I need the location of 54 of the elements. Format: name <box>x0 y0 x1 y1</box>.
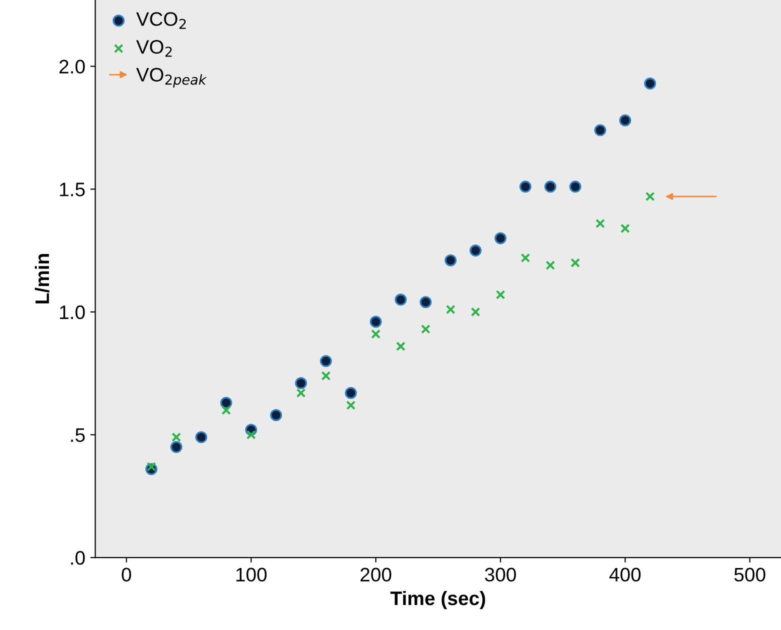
annotation: VO$_{2peak}$ <box>136 68 207 88</box>
x-tick-label: 400 <box>609 568 641 582</box>
point <box>569 180 582 193</box>
point <box>220 396 232 409</box>
point <box>420 324 430 334</box>
point <box>371 329 381 339</box>
point <box>544 180 556 193</box>
y-tick-label: 2.0 <box>60 60 85 74</box>
x-axis-title: Time (sec) <box>390 590 486 610</box>
point <box>321 371 331 381</box>
point <box>172 432 182 442</box>
x-tick-label: 300 <box>485 568 516 582</box>
legend-label: VO$_{2}$ <box>136 40 172 57</box>
point <box>270 409 282 422</box>
point <box>619 114 632 126</box>
x-tick-label: 0 <box>122 568 132 582</box>
point <box>296 388 306 398</box>
y-tick-label: .0 <box>71 551 85 565</box>
y-tick-label: 1.5 <box>60 182 85 196</box>
point <box>446 304 456 314</box>
point <box>470 244 482 257</box>
x-tick-label: 200 <box>360 568 392 582</box>
point <box>470 307 480 317</box>
point <box>620 224 630 234</box>
point <box>546 260 556 270</box>
point <box>394 294 407 306</box>
point <box>596 218 605 228</box>
point <box>370 316 382 328</box>
legend-label: VCO$_{2}$ <box>136 12 186 29</box>
point <box>520 253 530 263</box>
point <box>420 296 432 308</box>
point <box>570 258 580 268</box>
point <box>396 342 406 352</box>
point <box>221 405 231 415</box>
point <box>496 290 506 300</box>
y-tick-label: .5 <box>71 428 85 442</box>
point <box>645 192 655 202</box>
point <box>346 400 356 410</box>
point <box>494 232 506 244</box>
x-tick-label: 500 <box>734 568 766 582</box>
y-tick-label: 1.0 <box>60 305 85 320</box>
point <box>644 78 656 90</box>
point <box>170 441 182 454</box>
point <box>594 124 606 136</box>
point <box>195 431 208 444</box>
point <box>320 355 332 368</box>
x-tick-label: 100 <box>236 568 267 582</box>
point <box>444 254 457 266</box>
point <box>344 387 357 399</box>
y-axis-title: L/min <box>34 254 50 304</box>
point <box>295 377 307 390</box>
point <box>146 462 156 472</box>
point <box>246 430 256 440</box>
point <box>519 180 532 193</box>
